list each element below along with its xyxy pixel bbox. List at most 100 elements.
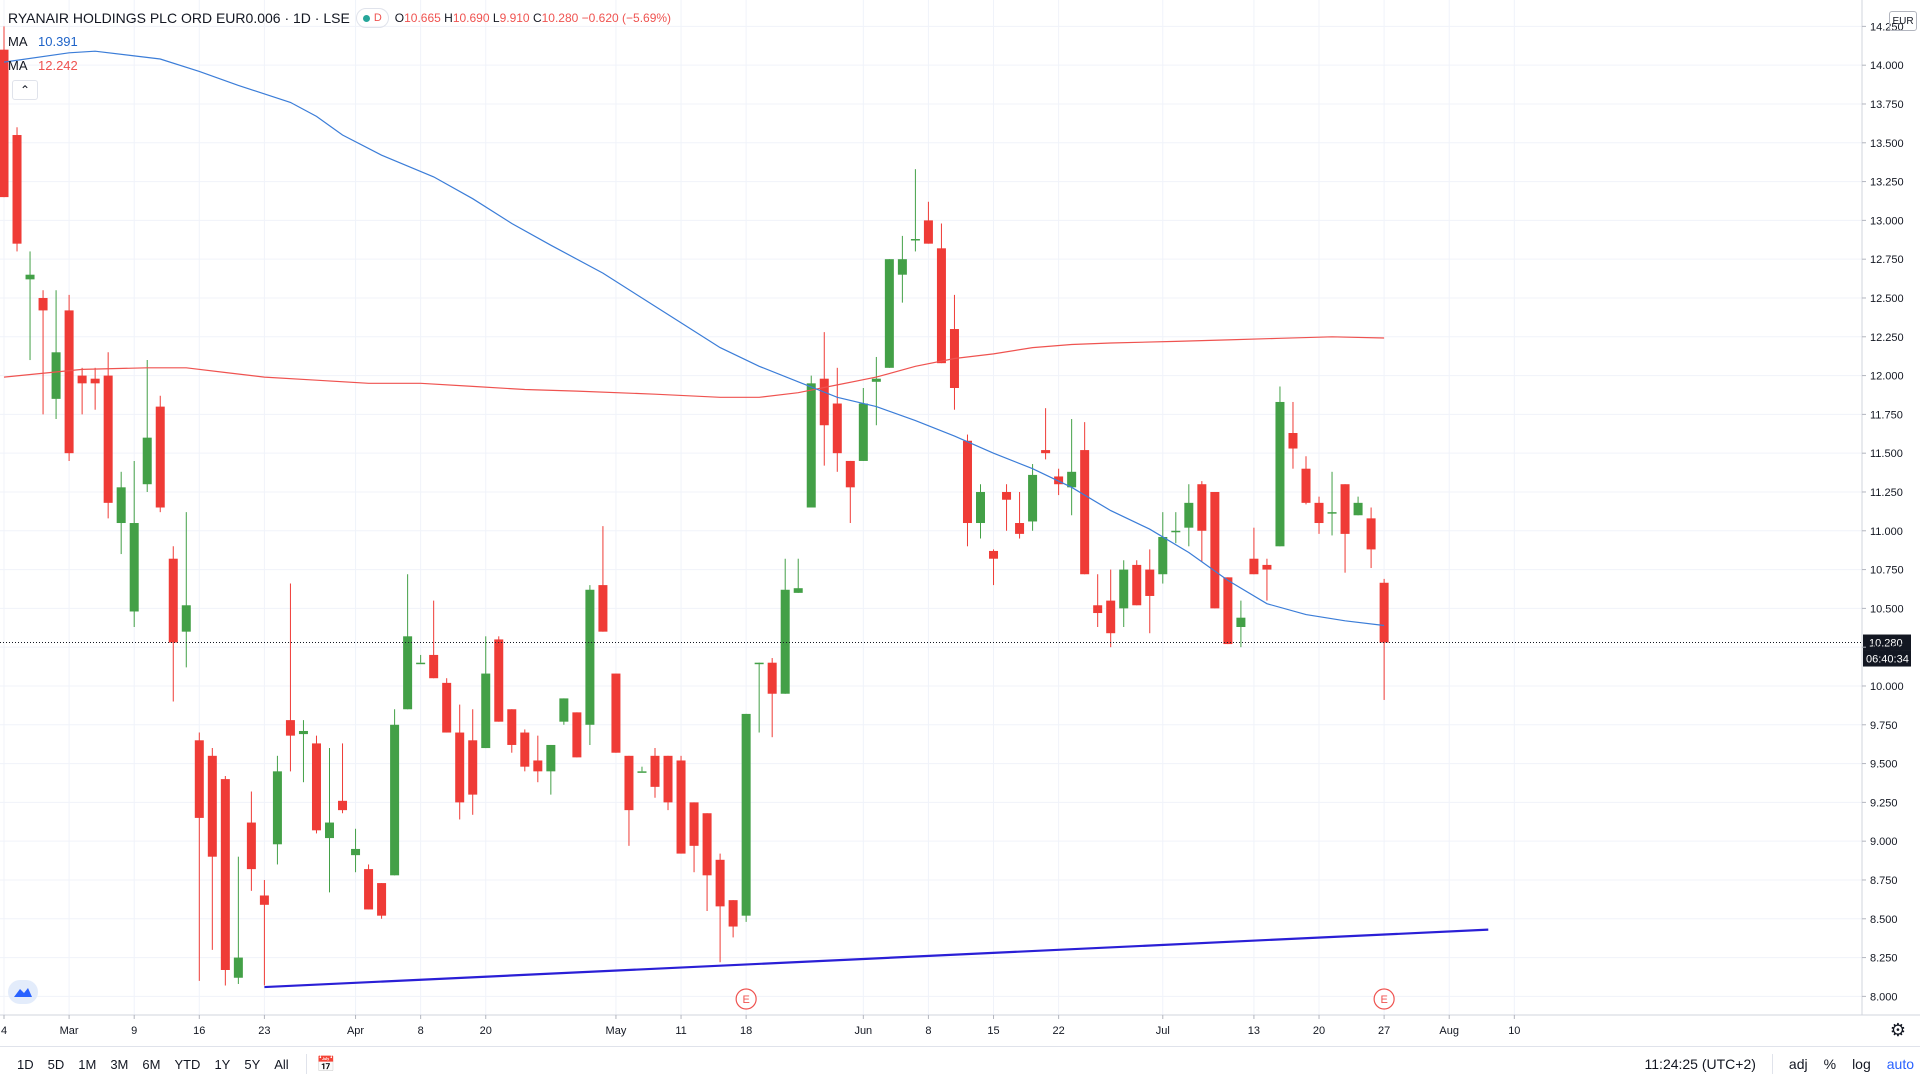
candle-body (338, 800, 348, 811)
candle-body (676, 760, 686, 854)
candle-body (1301, 468, 1311, 503)
x-tick-label: 11 (675, 1025, 686, 1037)
delay-badge[interactable]: D (355, 8, 389, 28)
ma-label: MA (8, 58, 28, 73)
range-all-button[interactable]: All (274, 1056, 289, 1072)
candle-body (1366, 518, 1376, 550)
candle-body (129, 523, 139, 612)
range-6m-button[interactable]: 6M (142, 1056, 161, 1072)
gear-icon[interactable]: ⚙ (1889, 1020, 1906, 1040)
range-1m-button[interactable]: 1M (78, 1056, 97, 1072)
candle-body (884, 259, 894, 368)
candle-body (1158, 536, 1168, 575)
x-tick-label: Jul (1156, 1025, 1170, 1037)
ma-slow-line (3, 336, 1385, 398)
y-tick-label: 10.500 (1870, 603, 1904, 615)
chart-legend: RYANAIR HOLDINGS PLC ORD EUR0.006 · 1D ·… (8, 6, 671, 78)
clock-display[interactable]: 11:24:25 (UTC+2) (1644, 1056, 1756, 1072)
y-tick-label: 12.750 (1870, 254, 1904, 266)
candle-body (793, 588, 803, 593)
y-tick-label: 11.750 (1870, 409, 1903, 421)
auto-toggle[interactable]: auto (1886, 1056, 1914, 1072)
candle-body (12, 135, 22, 244)
candle-body (663, 755, 673, 803)
candle-body (650, 755, 660, 787)
x-tick-label: Mar (60, 1025, 79, 1037)
candle-body (728, 900, 738, 927)
candle-body (416, 662, 426, 665)
x-tick-label: 16 (193, 1025, 205, 1037)
range-ytd-button[interactable]: YTD (174, 1056, 201, 1072)
candle-body (780, 589, 790, 694)
calendar-icon[interactable]: 📅 (316, 1056, 336, 1073)
delay-badge-label: D (373, 12, 382, 24)
range-buttons: 1D 5D 1M 3M 6M YTD 1Y 5Y All 📅 (0, 1054, 335, 1074)
y-tick-label: 11.250 (1870, 487, 1903, 499)
candle-body (1106, 600, 1116, 634)
high-label: H (444, 11, 453, 25)
y-tick-label: 12.250 (1870, 332, 1904, 344)
ma-legend-row[interactable]: MA 10.391 (8, 30, 671, 54)
candle-body (624, 755, 634, 811)
ma-legend-row[interactable]: MA 12.242 (8, 54, 671, 78)
candle-body (207, 755, 217, 857)
candle-body (259, 895, 269, 905)
x-tick-label: 15 (987, 1025, 999, 1037)
y-tick-label: 8.250 (1870, 953, 1898, 965)
symbol-title[interactable]: RYANAIR HOLDINGS PLC ORD EUR0.006 · 1D ·… (8, 10, 350, 26)
candle-body (1132, 564, 1142, 606)
candle-body (1041, 450, 1051, 454)
candle-body (936, 248, 946, 364)
range-5d-button[interactable]: 5D (47, 1056, 65, 1072)
right-tools: 11:24:25 (UTC+2) adj % log auto (1645, 1047, 1914, 1081)
candle-body (51, 352, 61, 399)
percent-toggle[interactable]: % (1823, 1056, 1837, 1072)
time-axis[interactable]: 4 Mar 9 16 23 Apr 8 20 May 11 18 Jun 8 15 22 Jul 13 20 27 A… (0, 1014, 1920, 1037)
x-tick-label: 22 (1052, 1025, 1064, 1037)
candle-body (325, 822, 334, 839)
candle-body (298, 730, 308, 735)
candle-body (1236, 617, 1246, 628)
candle-body (1353, 502, 1363, 516)
candle-body (1288, 433, 1298, 449)
collapse-legend-button[interactable]: ⌃ (12, 80, 38, 100)
candle-body (819, 378, 829, 426)
bottom-toolbar: 1D 5D 1M 3M 6M YTD 1Y 5Y All 📅 11:24:25 … (0, 1046, 1920, 1081)
candle-body (976, 491, 985, 524)
candle-body (858, 403, 868, 461)
candle-body (1262, 564, 1272, 570)
candle-body (897, 259, 907, 275)
candle-body (611, 673, 621, 753)
price-axis[interactable]: 14.25014.00013.75013.50013.25013.00012.7… (1861, 0, 1904, 1015)
tradingview-logo-icon[interactable] (8, 980, 38, 1004)
log-toggle[interactable]: log (1852, 1056, 1871, 1072)
candle-body (390, 724, 400, 876)
candle-body (598, 585, 608, 632)
x-tick-label: 20 (1313, 1025, 1325, 1037)
range-5y-button[interactable]: 5Y (244, 1056, 261, 1072)
candle-body (194, 740, 204, 818)
candle-body (403, 636, 413, 710)
toolbar-divider (1771, 1054, 1773, 1074)
candle-body (442, 682, 452, 733)
earnings-event-marker (1373, 988, 1395, 1010)
adj-toggle[interactable]: adj (1788, 1056, 1808, 1072)
candle-body (1119, 569, 1129, 609)
range-1d-button[interactable]: 1D (17, 1056, 34, 1072)
candle-body (90, 378, 100, 384)
candle-body (468, 740, 478, 795)
range-3m-button[interactable]: 3M (110, 1056, 129, 1072)
currency-label[interactable]: EUR (1889, 11, 1917, 31)
ma-value: 10.391 (38, 34, 78, 49)
candle-body (1249, 558, 1259, 575)
candle-body (910, 239, 920, 241)
x-tick-label: 8 (925, 1025, 931, 1037)
candle-body (494, 639, 504, 722)
y-tick-label: 10.750 (1870, 565, 1904, 577)
countdown-tag (1863, 650, 1911, 667)
range-1y-button[interactable]: 1Y (214, 1056, 231, 1072)
x-tick-label: May (606, 1025, 627, 1037)
candle-body (1379, 582, 1389, 643)
open-value: 10.665 (404, 11, 441, 25)
